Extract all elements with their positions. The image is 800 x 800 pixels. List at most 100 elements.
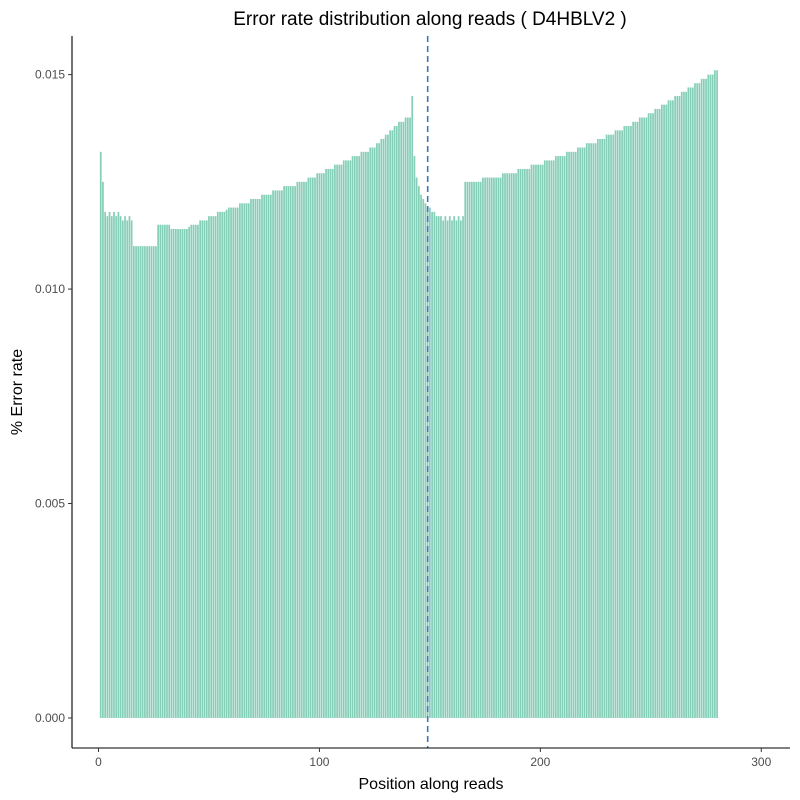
bar-pos-47 [201, 220, 204, 718]
bar-pos-260 [672, 100, 674, 718]
bar-pos-92 [300, 181, 303, 718]
bar-pos-268 [689, 87, 692, 718]
bar-pos-234 [614, 130, 617, 718]
bar-pos-201 [541, 164, 544, 718]
bar-pos-23 [148, 246, 151, 718]
bar-pos-166 [464, 181, 467, 718]
bar-pos-27 [157, 224, 160, 718]
bar-pos-245 [638, 117, 641, 718]
bar-pos-74 [261, 194, 263, 718]
bar-pos-222 [588, 143, 590, 718]
bar-pos-154 [437, 216, 440, 718]
bar-pos-238 [623, 126, 626, 718]
bar-pos-250 [649, 113, 652, 718]
bar-pos-119 [360, 151, 363, 718]
bar-pos-157 [444, 216, 447, 718]
bar-pos-70 [252, 198, 255, 718]
bar-pos-221 [585, 143, 588, 718]
bar-pos-208 [557, 156, 559, 718]
bar-pos-129 [382, 138, 385, 718]
bar-pos-131 [387, 134, 389, 718]
x-tick-label: 300 [751, 755, 771, 769]
x-tick-label: 100 [309, 755, 329, 769]
bar-pos-72 [256, 198, 259, 718]
bar-pos-111 [342, 160, 345, 718]
bar-pos-89 [294, 186, 296, 718]
bar-pos-243 [634, 121, 637, 718]
bar-pos-257 [665, 104, 668, 718]
bar-pos-206 [552, 160, 555, 718]
bar-pos-17 [135, 246, 137, 718]
bar-pos-247 [643, 117, 646, 718]
bar-pos-278 [711, 74, 714, 718]
bar-pos-197 [532, 164, 535, 718]
bar-pos-51 [210, 216, 213, 718]
bar-pos-263 [678, 96, 681, 718]
bar-pos-44 [194, 224, 197, 718]
bar-pos-60 [230, 207, 232, 718]
bar-pos-88 [292, 186, 294, 718]
bar-pos-228 [601, 138, 604, 718]
bar-pos-121 [364, 151, 367, 718]
bar-pos-193 [524, 168, 526, 718]
bar-pos-53 [214, 216, 217, 718]
y-axis-label: % Error rate [9, 349, 26, 435]
bar-pos-77 [267, 194, 270, 718]
bar-pos-171 [475, 181, 478, 718]
bar-pos-43 [192, 224, 195, 718]
bar-pos-179 [493, 177, 495, 718]
bar-pos-219 [581, 147, 584, 718]
bar-pos-187 [510, 173, 513, 718]
bar-pos-66 [243, 203, 246, 718]
bar-pos-90 [296, 181, 299, 718]
bar-pos-86 [287, 186, 290, 718]
bar-pos-184 [504, 173, 506, 718]
bar-pos-252 [654, 108, 657, 718]
bar-pos-117 [356, 156, 358, 718]
bar-pos-10 [119, 216, 122, 718]
bar-pos-141 [409, 117, 411, 718]
bar-pos-183 [501, 173, 504, 718]
bar-pos-147 [422, 198, 425, 718]
bar-pos-203 [546, 160, 548, 718]
bar-pos-110 [340, 164, 343, 718]
bar-pos-2 [102, 181, 104, 718]
bar-pos-64 [239, 203, 241, 718]
bar-pos-125 [373, 147, 376, 718]
bar-pos-255 [661, 104, 663, 718]
bar-pos-135 [395, 126, 398, 718]
bar-pos-136 [398, 121, 400, 718]
bar-series [99, 70, 718, 718]
bar-pos-164 [459, 220, 462, 718]
bar-pos-41 [188, 226, 190, 718]
bar-pos-134 [393, 126, 396, 718]
bar-pos-274 [702, 78, 705, 718]
bar-pos-67 [245, 203, 248, 718]
bar-pos-97 [311, 177, 314, 718]
bar-pos-115 [351, 156, 354, 718]
x-tick-label: 0 [95, 755, 102, 769]
bar-pos-275 [705, 78, 707, 718]
bar-pos-40 [186, 229, 188, 718]
bar-pos-175 [484, 177, 486, 718]
bar-pos-217 [577, 147, 579, 718]
bar-pos-75 [263, 194, 266, 718]
bar-pos-14 [128, 216, 131, 718]
bar-pos-177 [488, 177, 491, 718]
bar-pos-180 [495, 177, 498, 718]
bar-pos-12 [124, 216, 126, 718]
x-axis-label: Position along reads [359, 776, 504, 793]
bar-pos-254 [658, 108, 661, 718]
y-axis-ticks: 0.000 0.005 0.010 0.015 [35, 68, 72, 725]
bar-pos-20 [141, 246, 144, 718]
bar-pos-170 [473, 181, 475, 718]
bar-pos-98 [314, 177, 316, 718]
bar-pos-198 [535, 164, 537, 718]
bar-pos-236 [619, 130, 621, 718]
bar-pos-3 [104, 211, 106, 718]
bar-pos-79 [272, 190, 274, 718]
bar-pos-24 [150, 246, 153, 718]
bar-pos-191 [519, 168, 522, 718]
bar-pos-196 [530, 164, 533, 718]
bar-pos-200 [539, 164, 542, 718]
